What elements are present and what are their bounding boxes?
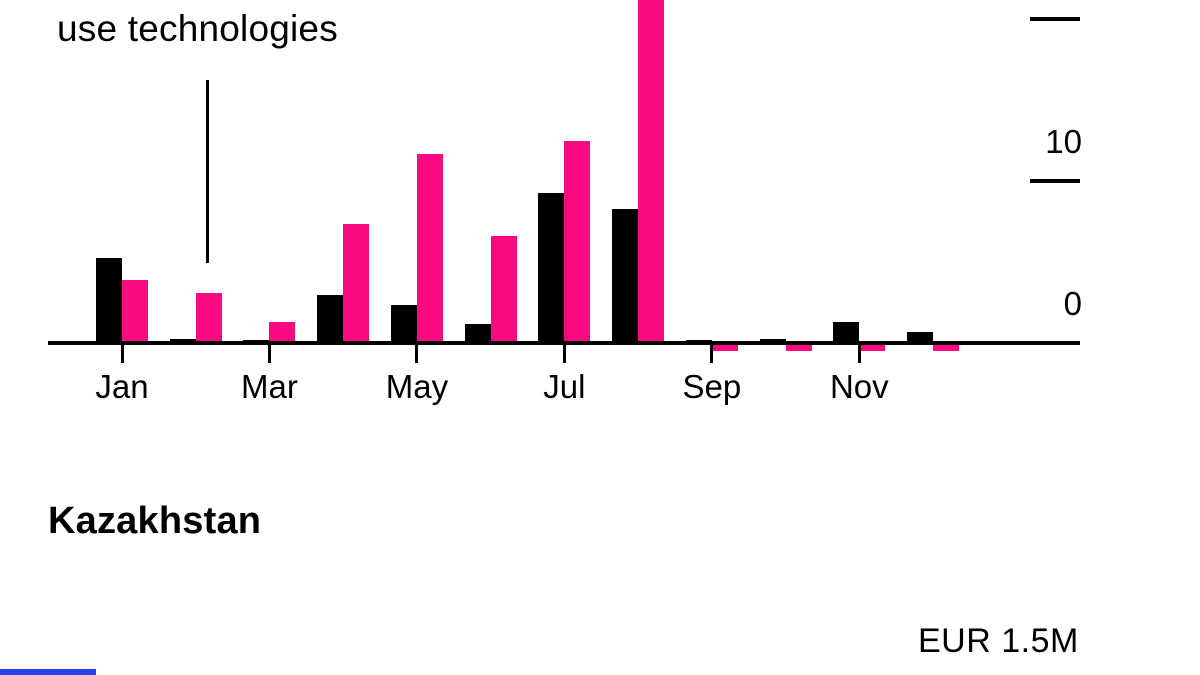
x-tick-label-mar: Mar — [241, 368, 298, 405]
bar-black-apr — [317, 294, 344, 345]
y-tick-label-0: 0 — [1063, 285, 1082, 322]
bar-pink-jan — [122, 280, 148, 345]
bar-pink-jun — [490, 236, 517, 345]
x-tick-label-jan: Jan — [95, 368, 149, 405]
country-label: Kazakhstan — [48, 500, 262, 542]
x-tick-sep — [710, 345, 714, 363]
x-tick-jul — [562, 345, 566, 363]
bar-black-may — [390, 304, 417, 345]
bar-black-aug — [612, 208, 639, 345]
x-tick-nov — [857, 345, 861, 363]
x-tick-label-jul: Jul — [543, 368, 586, 405]
bar-pink-jul — [564, 140, 591, 345]
annotation-note: use technologies — [57, 8, 338, 49]
bar-pink-may — [416, 153, 443, 345]
x-tick-may — [415, 345, 419, 363]
bar-pink-feb — [195, 293, 222, 345]
x-tick-mar — [267, 345, 271, 363]
bar-pink-nov — [859, 344, 886, 351]
x-tick-label-may: May — [385, 368, 449, 405]
bar-pink-oct — [785, 344, 812, 351]
annotation-pointer-line — [206, 80, 209, 263]
bar-pink-aug — [638, 0, 665, 345]
video-progress-bar[interactable] — [0, 669, 96, 675]
bar-black-jul — [538, 192, 565, 345]
bar-pink-mar — [269, 322, 296, 345]
bar-black-jun — [464, 323, 491, 345]
bar-black-jan — [96, 257, 122, 345]
y-tick-20 — [1030, 17, 1080, 21]
x-tick-jan — [120, 345, 124, 363]
bar-pink-apr — [343, 223, 370, 345]
amount-label: EUR 1.5M — [918, 622, 1079, 660]
y-tick-10 — [1030, 179, 1080, 183]
x-tick-label-nov: Nov — [829, 368, 889, 405]
bar-pink-dec — [933, 344, 960, 351]
bar-black-nov — [833, 322, 860, 345]
x-axis-line — [48, 341, 1080, 345]
bar-pink-sep — [711, 344, 738, 351]
x-tick-label-sep: Sep — [682, 368, 742, 405]
y-tick-label-10: 10 — [1045, 123, 1082, 160]
